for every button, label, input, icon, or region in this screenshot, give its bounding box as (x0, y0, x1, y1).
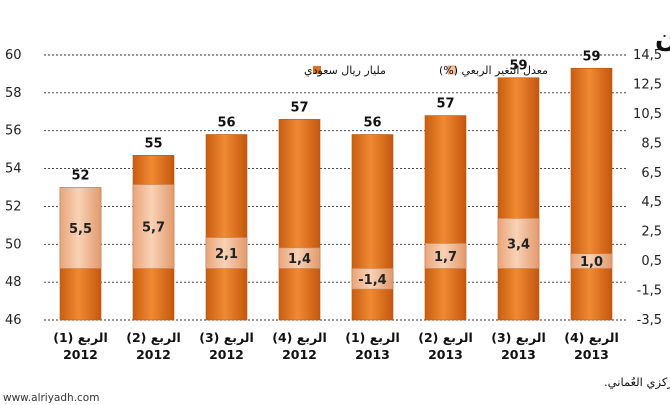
chart-title: الشكل 7: إجمالي القروض الشخصية على العُم… (655, 22, 670, 52)
category-label-quarter: الربع (3) (199, 330, 253, 345)
bar-main (497, 77, 540, 321)
data-label-pct: 3,4 (507, 237, 530, 252)
left-tick-label: 56 (5, 124, 22, 139)
right-tick-label: -1,5 (637, 284, 662, 299)
grid-lines (44, 54, 628, 321)
data-label-main: 59 (582, 49, 600, 64)
right-axis-ticks: -3,5 -1,5 0,5 2,5 4,5 6,5 8,5 10,5 12,5 14,5 (633, 48, 662, 328)
bar-pct-change (570, 253, 613, 269)
data-label-main: 59 (509, 59, 527, 74)
category-labels: الربع (1) 2012 الربع (2) 2012 الربع (3) 2012 ا… (53, 330, 618, 362)
category-label-quarter: الربع (1) (345, 330, 399, 345)
category-label-quarter: الربع (2) (126, 330, 180, 345)
left-tick-label: 48 (5, 275, 22, 290)
data-label-pct: 2,1 (215, 247, 238, 262)
category-label-quarter: الربع (4) (272, 330, 326, 345)
bar-pct-change (351, 268, 394, 290)
category-label-year: 2012 (63, 347, 98, 362)
data-label-pct: 1,4 (288, 252, 311, 267)
data-label-pct: 5,5 (69, 222, 92, 237)
legend-label-pct: معدل التغير الربعي (%) (439, 64, 548, 77)
legend-label-main: مليار ريال سعودي (304, 64, 386, 77)
right-tick-label: 6,5 (641, 166, 662, 181)
right-tick-label: 14,5 (633, 48, 662, 63)
data-label-pct: 5,7 (142, 221, 165, 236)
left-tick-label: 50 (5, 237, 22, 252)
right-tick-label: 8,5 (641, 136, 662, 151)
right-tick-label: -3,5 (637, 313, 662, 328)
left-tick-label: 60 (5, 48, 22, 63)
bar-pct-change (205, 237, 248, 269)
data-label-main: 56 (363, 116, 381, 131)
category-label-year: 2013 (501, 347, 536, 362)
category-label-year: 2012 (136, 347, 171, 362)
left-tick-label: 58 (5, 86, 22, 101)
bar-main (351, 134, 394, 321)
bar-main (278, 119, 321, 321)
bar-pct-change (59, 187, 102, 269)
right-tick-label: 0,5 (641, 254, 662, 269)
category-label-quarter: الربع (1) (53, 330, 107, 345)
category-label-quarter: الربع (3) (491, 330, 545, 345)
category-label-year: 2013 (428, 347, 463, 362)
category-label-year: 2012 (209, 347, 244, 362)
right-tick-label: 4,5 (641, 195, 662, 210)
data-label-main: 57 (290, 100, 308, 115)
data-label-main: 55 (144, 136, 162, 151)
source-note: المصدر: البنك المركزي العُماني. (604, 375, 670, 390)
data-label-main: 57 (436, 97, 454, 112)
left-tick-label: 52 (5, 199, 22, 214)
bar-pct-change (132, 184, 175, 269)
bar-main (424, 115, 467, 321)
data-label-pct: -1,4 (358, 273, 386, 288)
data-label-pct: 1,7 (434, 250, 457, 265)
left-tick-label: 46 (5, 313, 22, 328)
bar-main (570, 67, 613, 321)
bar-pct-change (278, 247, 321, 269)
left-axis-ticks: 46 48 50 52 54 56 58 60 (5, 48, 22, 328)
legend-swatch-main (313, 66, 321, 74)
legend-swatch-pct (447, 65, 457, 75)
right-tick-label: 12,5 (633, 77, 662, 92)
right-tick-label: 10,5 (633, 107, 662, 122)
category-label-quarter: الربع (2) (418, 330, 472, 345)
watermark: www.alriyadh.com (3, 392, 99, 404)
category-label-year: 2013 (574, 347, 609, 362)
data-label-pct: 1,0 (580, 255, 603, 270)
left-tick-label: 54 (5, 162, 22, 177)
right-tick-label: 2,5 (641, 225, 662, 240)
data-label-main: 52 (71, 169, 89, 184)
bar-pct-change (424, 243, 467, 269)
bars: 52 5,5 55 5,7 56 2,1 57 1,4 56 -1,4 57 1,7 59 3,4 59 1,… (59, 49, 613, 321)
bar-main (205, 134, 248, 321)
legend: مليار ريال سعودي معدل التغير الربعي (%) (304, 64, 548, 77)
category-label-year: 2012 (282, 347, 317, 362)
data-label-main: 56 (217, 116, 235, 131)
category-label-quarter: الربع (4) (564, 330, 618, 345)
category-label-year: 2013 (355, 347, 390, 362)
bar-pct-change (497, 218, 540, 269)
